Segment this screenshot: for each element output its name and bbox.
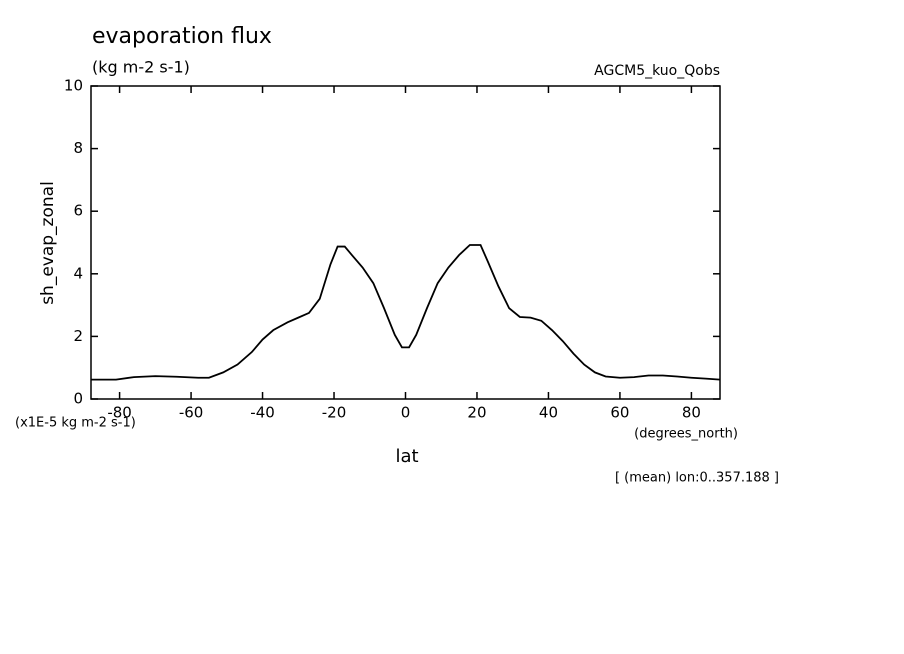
y-tick-label: 8 — [73, 139, 83, 157]
x-tick-label: 60 — [610, 404, 629, 422]
x-tick-label: -40 — [250, 404, 275, 422]
x-tick-label: -80 — [107, 404, 132, 422]
chart-title: evaporation flux — [92, 24, 272, 49]
x-tick-label: -20 — [322, 404, 347, 422]
y-axis-units: (x1E-5 kg m-2 s-1) — [15, 416, 136, 431]
x-tick-label: 40 — [539, 404, 558, 422]
data-line — [91, 244, 721, 381]
x-axis-units: (degrees_north) — [634, 427, 738, 442]
annotation: AGCM5_kuo_Qobs — [594, 63, 720, 79]
x-axis-label: lat — [395, 446, 418, 467]
footnote: [ (mean) lon:0..357.188 ] — [615, 471, 779, 486]
y-tick-label: 6 — [73, 202, 83, 220]
y-axis-label: sh_evap_zonal — [38, 181, 58, 305]
y-tick-label: 4 — [73, 264, 83, 282]
plot-frame — [90, 85, 721, 400]
chart-subtitle: (kg m-2 s-1) — [92, 58, 190, 77]
x-tick-label: 0 — [401, 404, 411, 422]
y-tick-label: 0 — [73, 390, 83, 408]
y-tick-label: 2 — [73, 327, 83, 345]
y-tick-label: 10 — [64, 77, 83, 95]
x-tick-label: 20 — [467, 404, 486, 422]
x-tick-label: 80 — [682, 404, 701, 422]
x-tick-label: -60 — [179, 404, 204, 422]
